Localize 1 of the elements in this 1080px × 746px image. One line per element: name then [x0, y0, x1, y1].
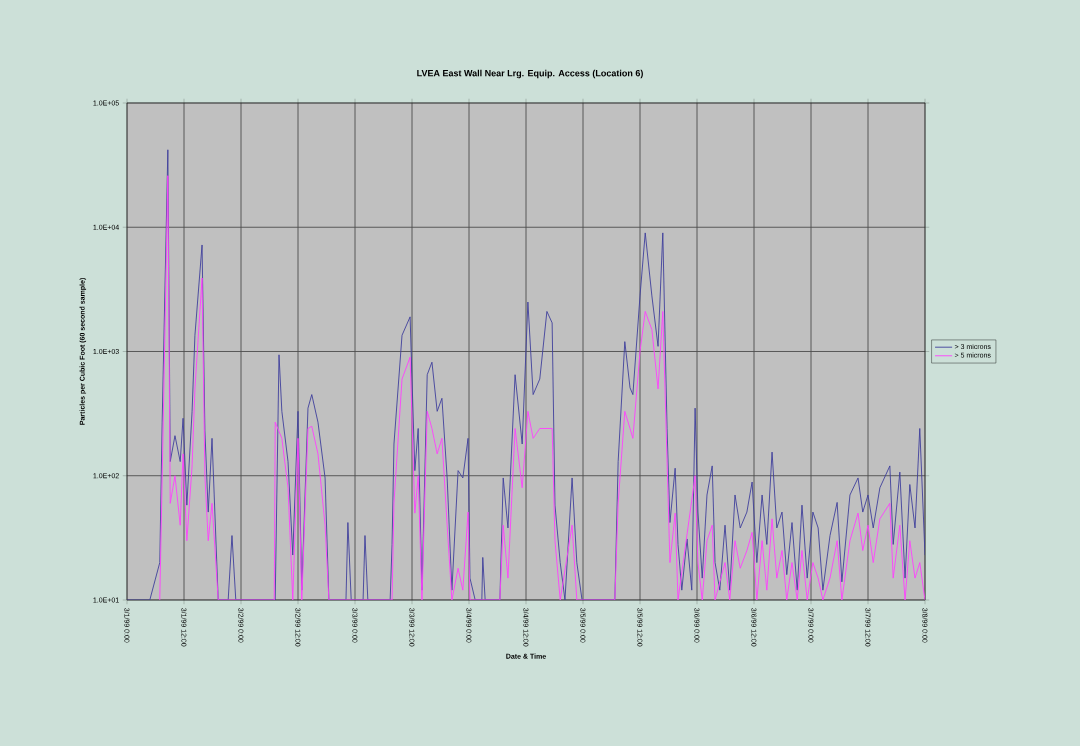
- chart-title: LVEA East Wall Near Lrg. Equip. Access (Location 6): [417, 69, 643, 79]
